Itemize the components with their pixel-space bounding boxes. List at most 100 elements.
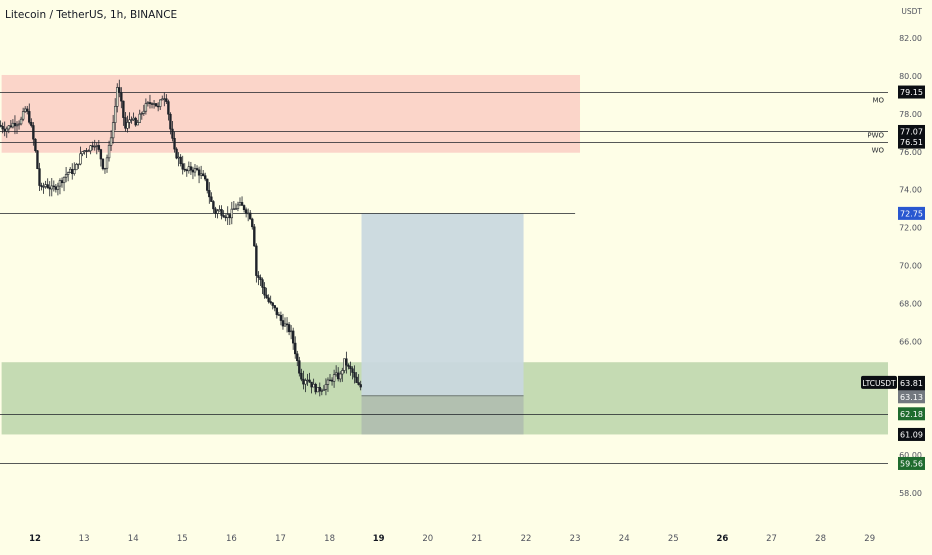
candle-body xyxy=(26,108,29,112)
candle-body xyxy=(228,214,231,219)
entry-price-label-badge xyxy=(898,390,925,404)
candle xyxy=(73,162,76,176)
candle xyxy=(58,178,62,195)
candle-body xyxy=(46,184,49,188)
candle xyxy=(34,138,37,153)
candle xyxy=(134,116,137,127)
candle xyxy=(222,210,225,218)
x-tick-label: 13 xyxy=(79,534,90,544)
candle xyxy=(324,378,328,396)
candle-body xyxy=(308,379,311,383)
candle xyxy=(201,170,205,177)
candle-body xyxy=(40,185,43,187)
candle-body xyxy=(156,105,160,108)
level-72-label: 72.75 xyxy=(898,206,925,220)
candle xyxy=(93,139,96,151)
candle xyxy=(259,274,262,286)
pwo-label-value: 77.07 xyxy=(900,127,923,136)
candle xyxy=(87,149,90,152)
candle-body xyxy=(281,320,285,327)
supply-zone xyxy=(1,74,581,153)
candle xyxy=(353,365,356,384)
candle-body xyxy=(328,379,332,382)
candle-body xyxy=(175,148,178,159)
candle-body xyxy=(185,169,189,172)
candle xyxy=(165,94,168,104)
entry-price-label-value: 63.13 xyxy=(900,393,923,402)
candle-body xyxy=(193,168,197,173)
candle xyxy=(173,131,176,153)
candle-body xyxy=(332,374,336,382)
x-tick-label: 12 xyxy=(29,534,41,544)
candle xyxy=(68,166,72,173)
y-tick-label: 70.00 xyxy=(899,262,922,271)
x-tick-label: 14 xyxy=(128,534,139,544)
candle xyxy=(1,122,4,134)
candle-body xyxy=(64,174,68,178)
candle xyxy=(296,350,299,367)
candle xyxy=(357,374,360,386)
candle-body xyxy=(179,156,182,164)
candle-body xyxy=(50,185,53,190)
candle-body xyxy=(298,360,301,374)
candle xyxy=(120,87,123,109)
candle xyxy=(220,205,223,220)
candle xyxy=(279,311,283,326)
candle xyxy=(195,165,199,171)
candle-body xyxy=(152,103,156,105)
candle xyxy=(341,367,344,382)
entry-price-label: 63.13 xyxy=(898,390,925,404)
candle-body xyxy=(204,175,207,180)
candle xyxy=(206,178,209,194)
candle-body xyxy=(259,277,262,280)
candle xyxy=(26,105,29,115)
x-tick-label: 18 xyxy=(324,534,335,544)
ticker-badge xyxy=(861,375,897,389)
candle xyxy=(101,158,105,171)
candle-body xyxy=(265,294,268,299)
candle-body xyxy=(9,125,13,128)
candle xyxy=(187,161,191,174)
candle-body xyxy=(257,275,260,278)
candle-body xyxy=(267,297,270,302)
candle xyxy=(28,103,31,125)
candle xyxy=(304,378,307,393)
candle-body xyxy=(132,117,135,120)
candle-body xyxy=(17,123,21,126)
candle-body xyxy=(326,379,330,385)
candle-body xyxy=(128,119,131,123)
candle xyxy=(50,178,53,197)
candle-body xyxy=(273,305,276,309)
candle xyxy=(234,203,238,210)
candle-body xyxy=(197,169,201,176)
candle-body xyxy=(87,150,90,152)
level-62-label: 62.18 xyxy=(898,407,925,421)
candle xyxy=(148,94,152,109)
level-tag-pwo: PWO xyxy=(867,132,884,140)
candle xyxy=(257,271,260,286)
y-tick-label: 68.00 xyxy=(899,299,922,308)
candle-body xyxy=(300,372,303,380)
level-72-label-value: 72.75 xyxy=(900,209,923,218)
candle xyxy=(99,148,103,167)
candle xyxy=(105,154,109,173)
candle-body xyxy=(75,164,78,171)
candle-body xyxy=(232,208,236,210)
y-tick-label: 72.00 xyxy=(899,224,922,233)
candle-body xyxy=(302,378,305,385)
candle xyxy=(19,116,23,126)
x-tick-label: 29 xyxy=(864,534,875,544)
level-62-label-badge xyxy=(898,407,925,421)
candle-body xyxy=(345,358,348,366)
candle xyxy=(228,214,231,225)
candle xyxy=(142,104,146,116)
candle-body xyxy=(355,376,358,383)
candle-body xyxy=(177,156,180,159)
candle-body xyxy=(28,111,31,123)
candle-body xyxy=(161,98,164,101)
candle xyxy=(199,165,203,180)
candle xyxy=(224,214,227,222)
candle-body xyxy=(285,323,289,326)
